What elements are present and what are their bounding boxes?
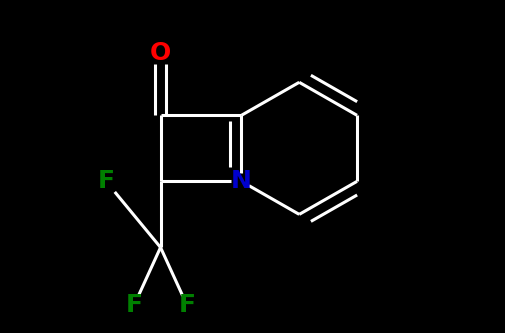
Text: F: F bbox=[125, 293, 142, 317]
Text: F: F bbox=[178, 293, 195, 317]
Text: N: N bbox=[231, 169, 251, 193]
Text: F: F bbox=[97, 169, 114, 193]
Text: O: O bbox=[149, 41, 171, 65]
